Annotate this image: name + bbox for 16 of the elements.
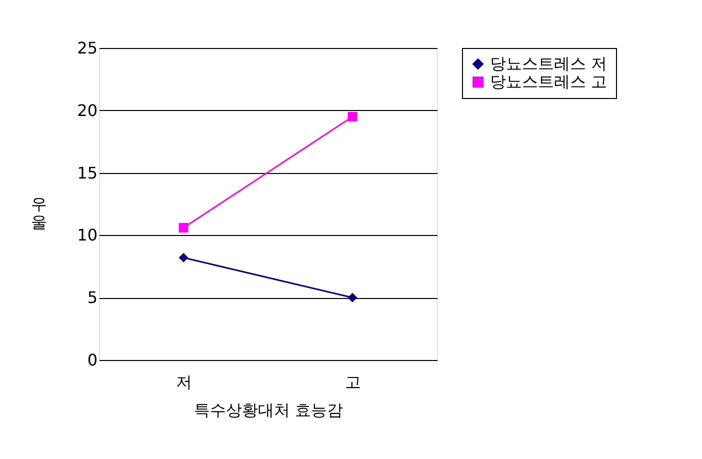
y-tick-label: 0 (87, 350, 98, 370)
x-axis-title: 특수상황대처 효능감 (194, 400, 344, 420)
point (348, 292, 358, 302)
y-tick-label: 25 (77, 38, 98, 58)
legend-label: 당뇨스트레스 저 (490, 54, 608, 73)
point (348, 112, 358, 122)
y-axis-title: 우울 (31, 194, 48, 232)
y-tick-label: 20 (77, 100, 98, 120)
point (178, 252, 188, 262)
x-tick-label: 고 (345, 372, 361, 392)
y-tick-label: 15 (77, 163, 98, 182)
y-tick-label: 10 (77, 226, 98, 245)
point (178, 222, 188, 232)
x-tick-label: 저 (176, 372, 192, 392)
legend-label: 당뇨스트레스 고 (490, 72, 608, 91)
y-tick-label: 5 (87, 288, 98, 308)
